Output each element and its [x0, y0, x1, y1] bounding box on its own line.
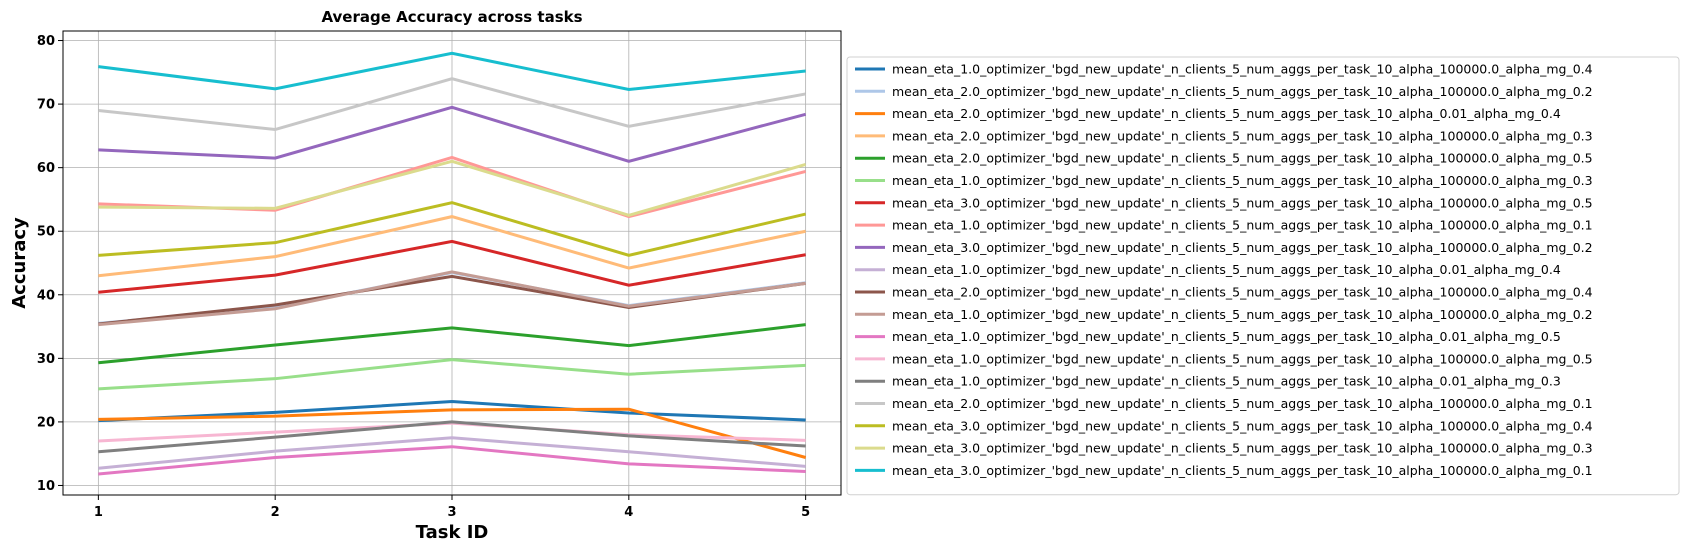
series-line	[98, 270, 806, 327]
grid-lines	[63, 31, 841, 495]
x-tick-label: 5	[801, 505, 810, 520]
x-tick-label: 3	[447, 505, 456, 520]
chart-title: Average Accuracy across tasks	[321, 8, 582, 26]
legend-entry-label: mean_eta_2.0_optimizer_'bgd_new_update'_…	[892, 151, 1593, 166]
legend-entry-label: mean_eta_1.0_optimizer_'bgd_new_update'_…	[892, 62, 1593, 77]
y-tick-label: 50	[37, 225, 55, 240]
legend-entry-label: mean_eta_3.0_optimizer_'bgd_new_update'_…	[892, 441, 1593, 456]
legend-entry-label: mean_eta_1.0_optimizer_'bgd_new_update'_…	[892, 262, 1561, 277]
series-line	[98, 51, 806, 91]
y-tick-label: 80	[37, 34, 55, 49]
series-line	[98, 445, 806, 476]
legend-entry-label: mean_eta_2.0_optimizer_'bgd_new_update'_…	[892, 396, 1593, 411]
series-line	[98, 201, 806, 257]
legend-entry-label: mean_eta_2.0_optimizer_'bgd_new_update'_…	[892, 106, 1561, 121]
y-tick-label: 70	[37, 98, 55, 113]
series-line	[98, 358, 806, 391]
x-tick-label: 1	[94, 505, 103, 520]
legend-entry-label: mean_eta_1.0_optimizer_'bgd_new_update'_…	[892, 374, 1561, 389]
y-tick-label: 30	[37, 352, 55, 367]
series-line	[98, 420, 806, 454]
y-tick-label: 10	[37, 479, 55, 494]
series-line	[98, 400, 806, 423]
legend-entry-label: mean_eta_2.0_optimizer_'bgd_new_update'_…	[892, 285, 1593, 300]
y-tick-label: 60	[37, 161, 55, 176]
series-line	[98, 105, 807, 163]
x-axis-ticks: 1 2 3 4 5	[94, 495, 810, 520]
series-line	[98, 77, 806, 132]
legend-entry-label: mean_eta_1.0_optimizer_'bgd_new_update'_…	[892, 351, 1593, 366]
series-line	[98, 407, 807, 459]
series-line	[98, 239, 806, 294]
y-tick-label: 20	[37, 415, 55, 430]
legend: mean_eta_1.0_optimizer_'bgd_new_update'_…	[846, 56, 1680, 496]
legend-entry-label: mean_eta_3.0_optimizer_'bgd_new_update'_…	[892, 240, 1593, 255]
y-tick-label: 40	[37, 288, 55, 303]
x-tick-label: 2	[271, 505, 280, 520]
legend-entry-label: mean_eta_1.0_optimizer_'bgd_new_update'_…	[892, 218, 1593, 233]
series-line	[98, 215, 806, 278]
series-line	[98, 323, 806, 365]
legend-frame	[846, 56, 1680, 496]
y-axis-ticks: 10 20 30 40 50 60 70 80	[37, 34, 63, 494]
legend-entry-label: mean_eta_1.0_optimizer_'bgd_new_update'_…	[892, 173, 1593, 188]
legend-entry-label: mean_eta_1.0_optimizer_'bgd_new_update'_…	[892, 307, 1593, 322]
legend-entry-label: mean_eta_2.0_optimizer_'bgd_new_update'_…	[892, 84, 1593, 99]
legend-entry-label: mean_eta_3.0_optimizer_'bgd_new_update'_…	[892, 195, 1593, 210]
x-tick-label: 4	[624, 505, 633, 520]
legend-entry-label: mean_eta_3.0_optimizer_'bgd_new_update'_…	[892, 463, 1593, 478]
series-line	[98, 436, 806, 470]
series-lines	[98, 51, 807, 476]
y-axis-label: Accuracy	[9, 217, 30, 309]
legend-entry-label: mean_eta_1.0_optimizer_'bgd_new_update'_…	[892, 329, 1561, 344]
x-axis-label: Task ID	[416, 522, 489, 543]
series-line	[98, 159, 807, 217]
legend-entry-label: mean_eta_3.0_optimizer_'bgd_new_update'_…	[892, 418, 1593, 433]
legend-entry-label: mean_eta_2.0_optimizer_'bgd_new_update'_…	[892, 128, 1593, 143]
